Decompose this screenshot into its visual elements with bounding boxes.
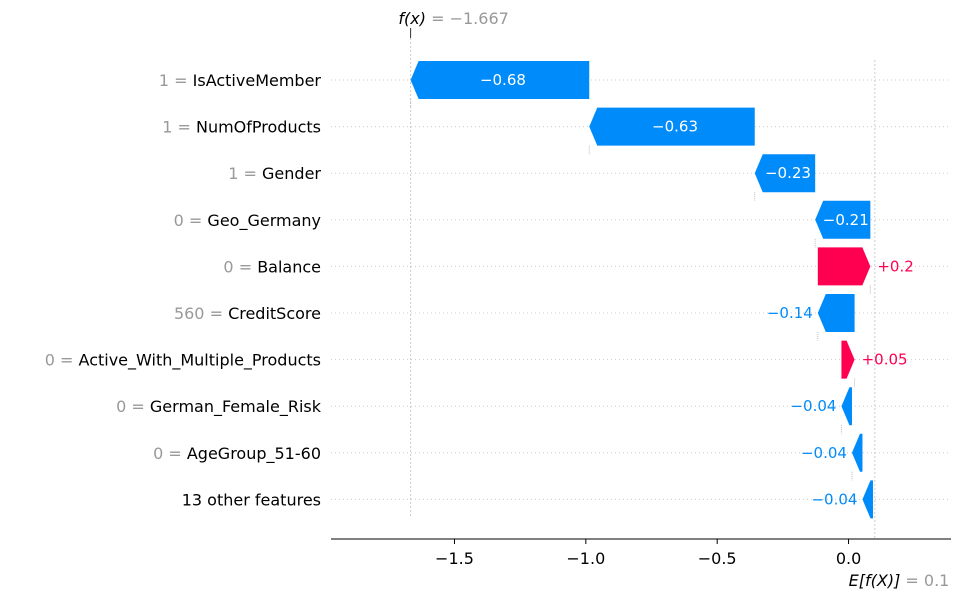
feature-label: 0 = German_Female_Risk xyxy=(116,397,322,417)
feature-value: 0 = xyxy=(45,350,79,369)
bar xyxy=(841,387,852,426)
x-tick-label: −0.5 xyxy=(698,549,737,568)
bar xyxy=(841,340,855,379)
feature-name: Active_With_Multiple_Products xyxy=(79,350,321,370)
bar-value-label: −0.14 xyxy=(767,304,813,322)
bar-value-label: −0.04 xyxy=(790,397,836,415)
bar xyxy=(851,433,863,472)
bar xyxy=(754,154,816,193)
feature-label: 1 = IsActiveMember xyxy=(159,71,322,90)
feature-label: 1 = NumOfProducts xyxy=(162,117,321,136)
base-value-label: E[f(X)] = 0.1 xyxy=(849,571,950,590)
bar-value-label: −0.63 xyxy=(652,118,698,136)
feature-name: German_Female_Risk xyxy=(150,397,322,417)
bar xyxy=(410,61,590,99)
feature-value: 0 = xyxy=(223,257,257,276)
feature-name: AgeGroup_51-60 xyxy=(187,443,321,463)
feature-value: 560 = xyxy=(174,304,228,323)
bar-value-label: −0.23 xyxy=(765,164,811,182)
fx-annotation: f(x) = −1.667 xyxy=(398,9,508,28)
feature-label: 1 = Gender xyxy=(228,164,321,183)
feature-label: 13 other features xyxy=(182,490,321,509)
fx-label: f(x) = −1.667 xyxy=(398,9,508,28)
base-value-annotation: E[f(X)] = 0.1 xyxy=(849,571,950,590)
bar-value-label: −0.04 xyxy=(801,444,847,462)
feature-label: 0 = Active_With_Multiple_Products xyxy=(45,350,321,370)
bars xyxy=(410,61,873,519)
bar xyxy=(589,107,755,146)
feature-label: 0 = Geo_Germany xyxy=(174,210,321,230)
feature-value: 1 = xyxy=(162,117,196,136)
feature-value: 1 = xyxy=(159,71,193,90)
x-tick-label: −1.5 xyxy=(435,549,474,568)
bar-value-label: +0.2 xyxy=(877,257,913,275)
bar-value-label: −0.04 xyxy=(811,490,857,508)
feature-label: 0 = AgeGroup_51-60 xyxy=(153,443,321,463)
feature-name: Gender xyxy=(262,164,321,183)
base-value-number: = 0.1 xyxy=(905,571,949,590)
bar xyxy=(815,200,871,239)
bar-value-label: +0.05 xyxy=(862,351,908,369)
feature-name: Balance xyxy=(257,257,321,276)
feature-name: NumOfProducts xyxy=(196,117,321,136)
fx-value: = −1.667 xyxy=(431,9,509,28)
x-tick-label: −1.0 xyxy=(566,549,605,568)
base-value-symbol: E[f(X)] xyxy=(849,571,901,590)
feature-label: 560 = CreditScore xyxy=(174,304,321,323)
bar xyxy=(862,480,873,519)
feature-label: 0 = Balance xyxy=(223,257,321,276)
bar xyxy=(817,247,871,286)
bar xyxy=(817,294,855,332)
bar-value-label: −0.21 xyxy=(823,211,869,229)
fx-symbol: f(x) xyxy=(398,9,426,28)
x-axis: −1.5 −1.0 −0.5 0.0 xyxy=(331,538,951,568)
x-tick-label: 0.0 xyxy=(836,549,861,568)
feature-value: 0 = xyxy=(174,210,208,229)
feature-value: 0 = xyxy=(116,397,150,416)
feature-name: 13 other features xyxy=(182,490,321,509)
feature-value: 1 = xyxy=(228,164,262,183)
feature-name: Geo_Germany xyxy=(207,210,321,230)
labels: −0.68 1 = IsActiveMember −0.63 1 = NumOfPro… xyxy=(45,71,914,509)
feature-name: IsActiveMember xyxy=(193,71,322,90)
feature-name: CreditScore xyxy=(228,304,321,323)
bar-value-label: −0.68 xyxy=(480,71,526,89)
feature-value: 0 = xyxy=(153,443,187,462)
reference-lines xyxy=(410,28,876,539)
